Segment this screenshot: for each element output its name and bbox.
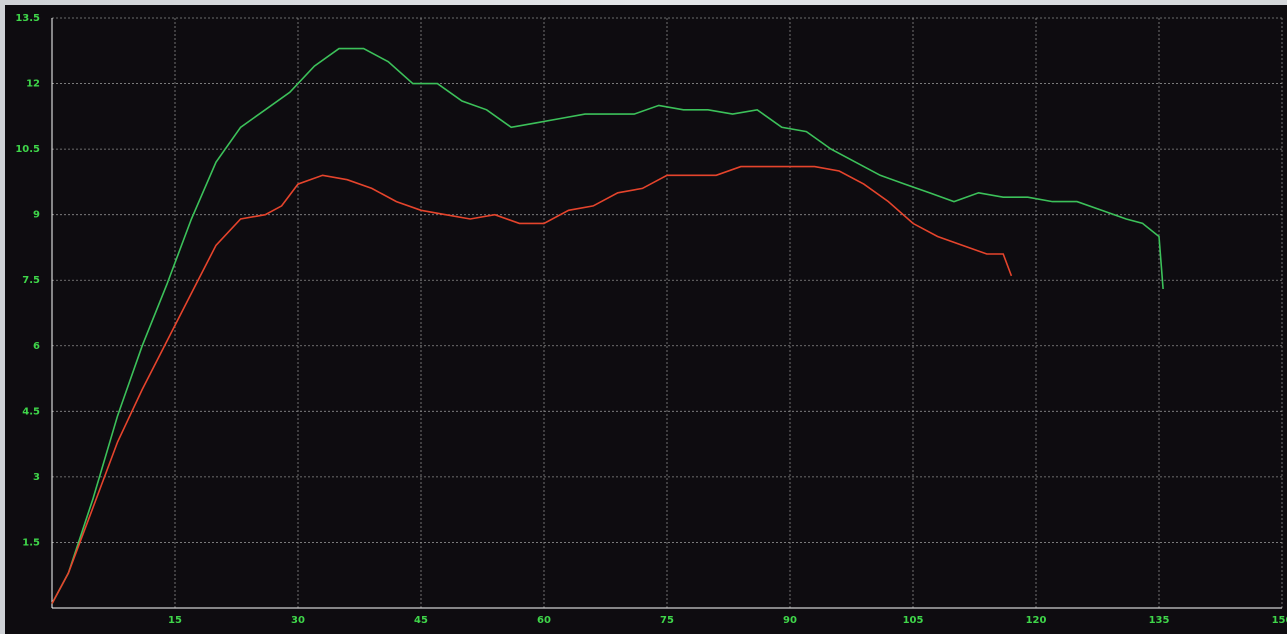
series-line: [51, 165, 1013, 604]
series-line: [51, 47, 1164, 604]
y-tick-label: 4.5: [22, 406, 40, 417]
y-tick-label: 6: [33, 341, 40, 352]
y-tick-label: 3: [33, 472, 40, 483]
y-tick-label: 7.5: [22, 275, 40, 286]
x-tick-label: 135: [1149, 615, 1170, 626]
y-tick-label: 13.5: [15, 13, 40, 24]
x-tick-label: 120: [1026, 615, 1047, 626]
x-tick-label: 60: [537, 615, 551, 626]
y-tick-label: 10.5: [15, 144, 40, 155]
x-tick-label: 45: [414, 615, 428, 626]
x-tick-label: 150: [1272, 615, 1287, 626]
y-tick-label: 12: [26, 79, 40, 90]
x-tick-label: 90: [783, 615, 797, 626]
y-tick-label: 9: [33, 210, 40, 221]
x-tick-label: 105: [903, 615, 924, 626]
x-tick-label: 15: [168, 615, 182, 626]
y-tick-label: 1.5: [22, 537, 40, 548]
x-tick-label: 75: [660, 615, 674, 626]
plot-background: [5, 5, 1287, 634]
x-tick-label: 30: [291, 615, 305, 626]
